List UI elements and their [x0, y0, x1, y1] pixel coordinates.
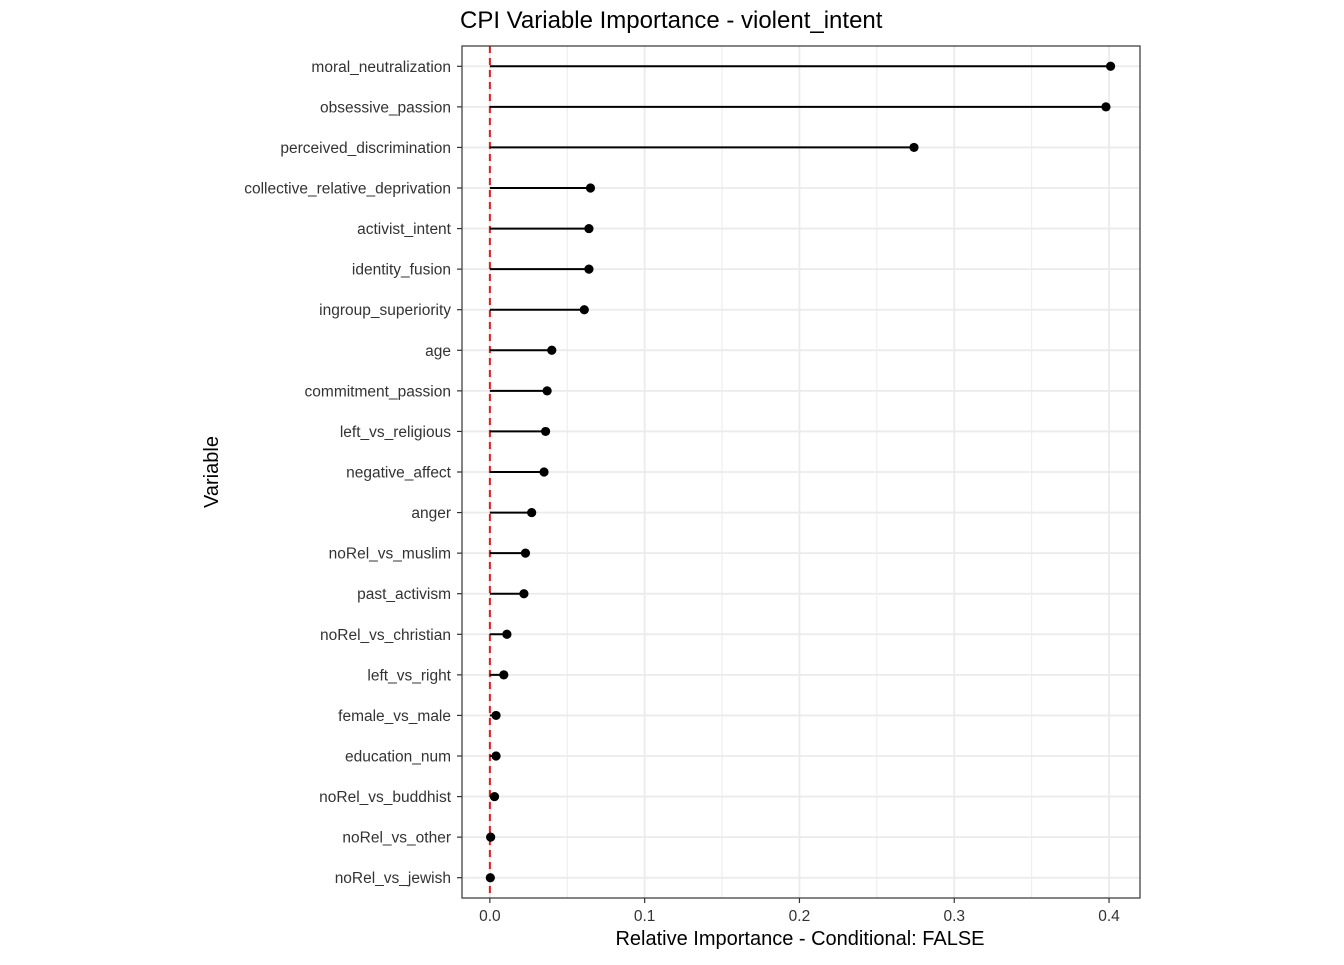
- y-tick-label: activist_intent: [357, 221, 452, 238]
- x-tick-label: 0.4: [1098, 908, 1120, 925]
- y-tick-label: identity_fusion: [352, 262, 451, 279]
- lollipop-point: [579, 305, 589, 315]
- y-tick-label: commitment_passion: [305, 383, 451, 400]
- lollipop-point: [489, 791, 500, 802]
- points: [485, 61, 1116, 883]
- y-tick-label: moral_neutralization: [311, 59, 451, 76]
- y-tick-label: noRel_vs_other: [342, 830, 451, 847]
- lollipop-point: [909, 142, 919, 153]
- x-tick-label: 0.1: [634, 908, 656, 925]
- y-tick-label: female_vs_male: [338, 708, 451, 725]
- grid: [462, 46, 1140, 898]
- y-tick-label: noRel_vs_jewish: [335, 870, 451, 887]
- lollipop-point: [1105, 61, 1116, 71]
- y-tick-label: left_vs_right: [367, 667, 451, 684]
- y-tick-label: ingroup_superiority: [319, 302, 451, 319]
- y-axis-title: Variable: [201, 436, 223, 508]
- lollipop-point: [542, 386, 552, 396]
- lollipop-point: [520, 548, 531, 558]
- x-tick-label: 0.0: [479, 908, 501, 925]
- lollipop-point: [1101, 102, 1111, 112]
- y-tick-label: anger: [411, 505, 451, 522]
- y-tick-label: perceived_discrimination: [280, 140, 451, 157]
- y-tick-label: negative_affect: [346, 465, 452, 482]
- y-tick-label: noRel_vs_muslim: [329, 546, 451, 563]
- lollipop-point: [499, 670, 509, 680]
- lollipop-point: [540, 426, 551, 437]
- y-tick-label: past_activism: [357, 586, 451, 603]
- x-tick-label: 0.2: [789, 908, 811, 925]
- y-axis-ticks: moral_neutralization obsessive_passionper…: [244, 59, 462, 887]
- y-tick-label: noRel_vs_buddhist: [319, 789, 452, 806]
- lollipop-point: [584, 264, 594, 274]
- lollipop-point: [491, 710, 501, 721]
- y-tick-label: noRel_vs_christian: [320, 627, 451, 644]
- lollipop-point: [486, 832, 496, 842]
- chart-title: CPI Variable Importance - violent_intent: [460, 7, 883, 34]
- y-tick-label: obsessive_passion: [320, 99, 451, 116]
- lollipop-point: [584, 223, 594, 234]
- lollipop-point: [585, 183, 596, 193]
- lollipop-point: [502, 629, 512, 639]
- lollipop-point: [547, 345, 557, 355]
- x-axis-title: Relative Importance - Conditional: FALSE: [615, 928, 984, 950]
- lollipop-point: [539, 467, 549, 477]
- lollipop-point: [527, 507, 537, 518]
- x-axis-ticks: 0.0 0.1 0.2 0.3 0.4: [479, 898, 1120, 925]
- y-tick-label: collective_relative_deprivation: [244, 181, 451, 198]
- stems: [489, 65, 1111, 879]
- lollipop-point: [491, 751, 501, 761]
- y-tick-label: education_num: [345, 749, 451, 766]
- y-tick-label: left_vs_religious: [340, 424, 451, 441]
- lollipop-point: [485, 873, 495, 883]
- x-tick-label: 0.3: [943, 908, 965, 925]
- y-tick-label: age: [425, 343, 451, 360]
- lollipop-point: [519, 589, 529, 599]
